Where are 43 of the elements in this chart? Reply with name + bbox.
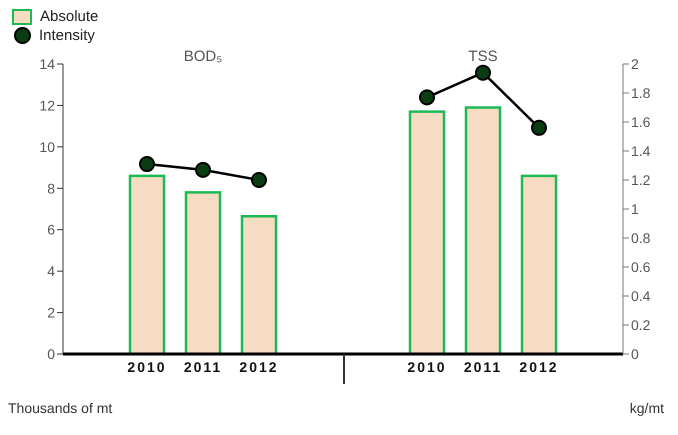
bar [128,174,166,354]
point [195,162,211,178]
y-tick-label: 4 [47,263,56,280]
y2-tick-label: 0.8 [631,230,651,246]
x-axis-title: Thousands of mt [8,400,112,416]
point [251,172,267,188]
y2-tick-label: 1.4 [631,142,651,159]
point [139,156,155,172]
y2-tick-label: 1.2 [631,172,651,188]
y-tick-label: 14 [39,56,56,72]
y2-axis-title: kg/mt [630,400,664,416]
bar [520,174,558,354]
y-tick-label: 10 [39,138,56,155]
point [531,120,547,136]
y-tick-label: 2 [47,304,56,321]
y2-tick-label: 0.4 [631,288,651,304]
bar [464,106,502,354]
y2-tick-label: 0.2 [631,316,651,333]
bar [240,215,278,354]
annotation: BOD₅ [184,48,222,65]
annotation: TSS [468,48,498,65]
y2-tick-label: 0 [631,346,639,362]
legend-label: Absolute [40,8,98,25]
bar [408,110,446,354]
y-tick-label: 6 [47,222,56,238]
x-tick-label: 2012 [519,358,559,375]
point [419,89,435,106]
y2-tick-label: 0.6 [631,258,651,275]
y2-tick-label: 1.8 [631,84,651,101]
y-tick-label: 12 [39,97,56,114]
y-tick-label: 0 [47,346,56,362]
y2-tick-label: 2 [631,56,639,72]
y-tick-label: 8 [47,180,56,196]
x-tick-label: 2011 [464,358,502,375]
legend-label: Intensity [39,27,95,44]
x-tick-label: 2011 [184,358,222,375]
x-tick-label: 2012 [239,358,279,375]
y2-tick-label: 1.6 [631,114,651,130]
x-tick-label: 2010 [407,358,447,375]
y2-tick-label: 1 [631,200,639,217]
x-tick-label: 2010 [127,358,167,375]
bar [184,191,222,354]
point [475,64,491,81]
